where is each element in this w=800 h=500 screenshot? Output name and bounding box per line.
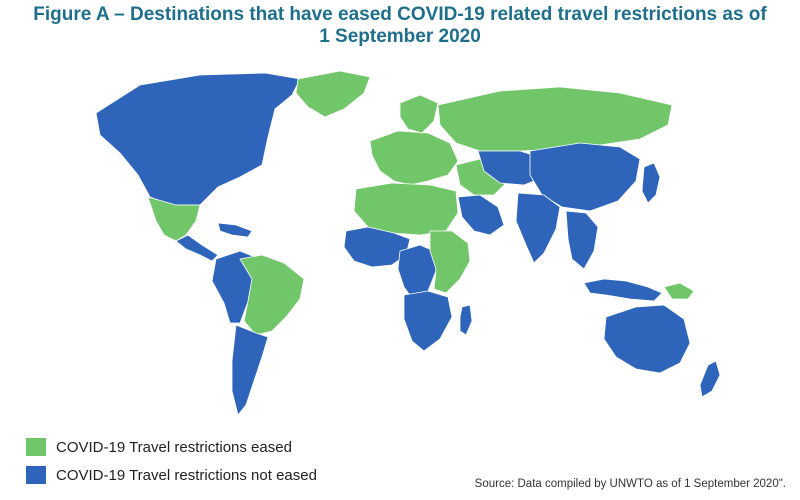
world-map — [95, 70, 721, 416]
region-china-mongolia — [529, 142, 641, 212]
region-mexico — [147, 196, 201, 242]
title-line-1: Figure A – Destinations that have eased … — [33, 4, 767, 25]
region-japan — [641, 162, 661, 204]
region-papua-new-guinea — [663, 282, 695, 300]
region-north-america — [95, 72, 301, 206]
region-india — [515, 192, 561, 264]
region-arabian-peninsula — [457, 194, 505, 236]
region-southeast-asia — [565, 210, 599, 270]
region-central-america — [175, 234, 219, 262]
region-indonesia — [583, 278, 663, 302]
source-note: Source: Data compiled by UNWTO as of 1 S… — [474, 478, 786, 490]
region-southern-cone — [231, 324, 269, 416]
region-scandinavia — [399, 94, 439, 134]
region-caribbean — [217, 222, 253, 238]
legend-label-not-eased: COVID-19 Travel restrictions not eased — [56, 466, 317, 484]
region-new-zealand — [699, 360, 721, 398]
region-greenland — [295, 70, 371, 118]
legend-swatch-not-eased — [26, 466, 46, 484]
legend: COVID-19 Travel restrictions eased COVID… — [26, 436, 317, 492]
region-east-africa — [429, 230, 471, 294]
region-madagascar — [459, 304, 473, 336]
legend-swatch-eased — [26, 438, 46, 456]
legend-item-eased: COVID-19 Travel restrictions eased — [26, 436, 317, 458]
figure-title: Figure A – Destinations that have eased … — [20, 4, 780, 48]
region-europe — [369, 130, 459, 186]
region-australia — [603, 304, 691, 374]
title-line-2: 1 September 2020 — [319, 26, 481, 47]
legend-label-eased: COVID-19 Travel restrictions eased — [56, 438, 292, 456]
legend-item-not-eased: COVID-19 Travel restrictions not eased — [26, 464, 317, 486]
region-russia — [437, 86, 673, 152]
region-southern-africa — [403, 290, 453, 352]
region-brazil — [239, 254, 305, 336]
